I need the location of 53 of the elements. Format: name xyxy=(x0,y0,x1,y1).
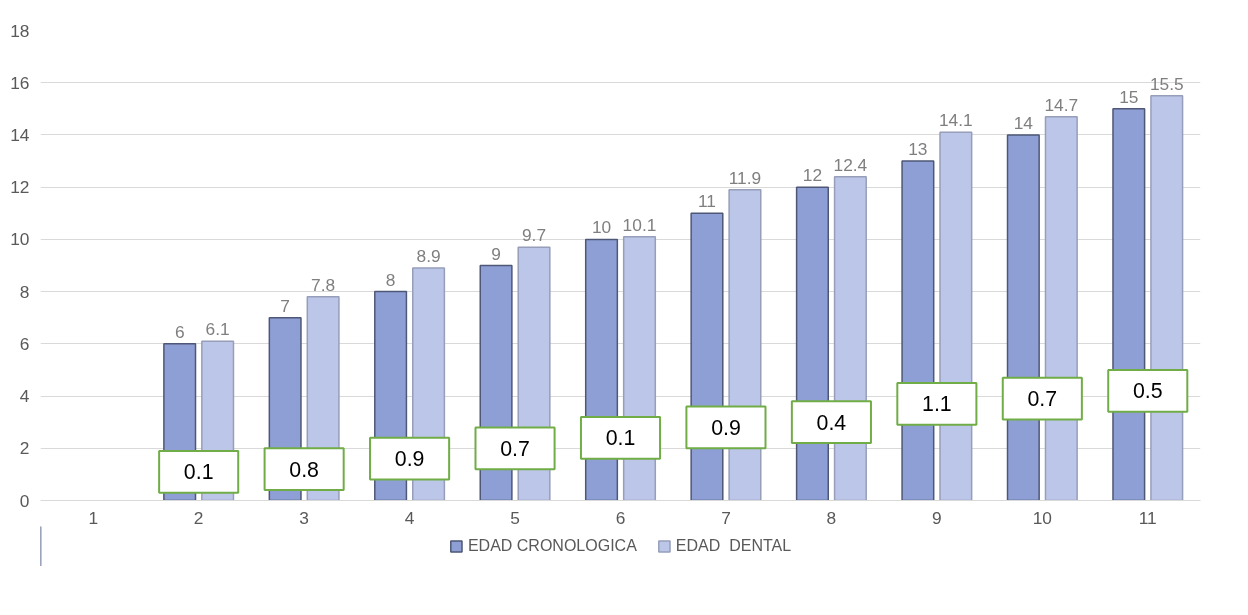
annotation: 0.4 xyxy=(816,410,847,435)
data-label: 8.9 xyxy=(416,246,441,267)
data-label: 14.1 xyxy=(938,110,973,131)
data-label: 15.5 xyxy=(1149,73,1184,94)
data-label: 14.7 xyxy=(1044,94,1079,115)
annotation: 0.5 xyxy=(1132,379,1163,404)
annotation: 0.7 xyxy=(1027,387,1058,412)
data-label: 11.9 xyxy=(728,167,762,188)
annotation: 1.1 xyxy=(922,392,952,417)
x-tick-label: 3 xyxy=(299,507,309,528)
annotation: 0.8 xyxy=(289,457,319,482)
data-label: 12.4 xyxy=(833,154,868,175)
annotation: 0.9 xyxy=(711,415,741,440)
y-tick-label: 2 xyxy=(19,438,30,459)
x-tick-label: 1 xyxy=(88,507,99,528)
y-tick-label: 10 xyxy=(10,229,30,250)
y-tick-label: 4 xyxy=(19,386,30,407)
y-tick-label: 8 xyxy=(19,281,30,302)
legend-label: EDAD CRONOLOGICA xyxy=(467,537,637,555)
x-tick-label: 4 xyxy=(404,507,415,528)
x-tick-label: 8 xyxy=(826,507,837,528)
y-tick-label: 12 xyxy=(10,177,30,198)
y-tick-label: 14 xyxy=(10,124,30,145)
x-tick-label: 2 xyxy=(193,507,204,528)
y-tick-label: 16 xyxy=(10,72,30,93)
data-label: 7 xyxy=(280,295,290,316)
data-label: 15 xyxy=(1119,86,1139,107)
data-label: 6 xyxy=(174,321,185,342)
annotation: 0.1 xyxy=(183,460,214,485)
data-label: 11 xyxy=(697,191,716,212)
x-tick-label: 6 xyxy=(615,507,626,528)
x-tick-label: 7 xyxy=(721,507,731,528)
legend-label: EDAD DENTAL xyxy=(675,537,792,555)
data-label: 10 xyxy=(591,217,612,238)
data-label: 8 xyxy=(385,269,396,290)
x-tick-label: 5 xyxy=(510,507,520,528)
annotation: 0.1 xyxy=(605,426,636,451)
x-tick-label: 9 xyxy=(932,507,942,528)
data-label: 9.7 xyxy=(521,225,547,246)
data-label: 9 xyxy=(491,243,501,264)
annotation: 0.9 xyxy=(394,447,425,472)
data-label: 7.8 xyxy=(311,274,336,295)
data-label: 13 xyxy=(908,139,928,160)
x-tick-label: 11 xyxy=(1138,507,1157,528)
data-label: 14 xyxy=(1013,112,1034,133)
annotation: 0.7 xyxy=(500,436,530,461)
y-tick-label: 6 xyxy=(19,333,30,354)
data-label: 10.1 xyxy=(622,214,657,235)
data-label: 6.1 xyxy=(205,319,230,340)
data-label: 12 xyxy=(802,165,823,186)
y-tick-label: 18 xyxy=(10,20,30,41)
x-tick-label: 10 xyxy=(1032,507,1052,528)
y-tick-label: 0 xyxy=(19,490,30,511)
